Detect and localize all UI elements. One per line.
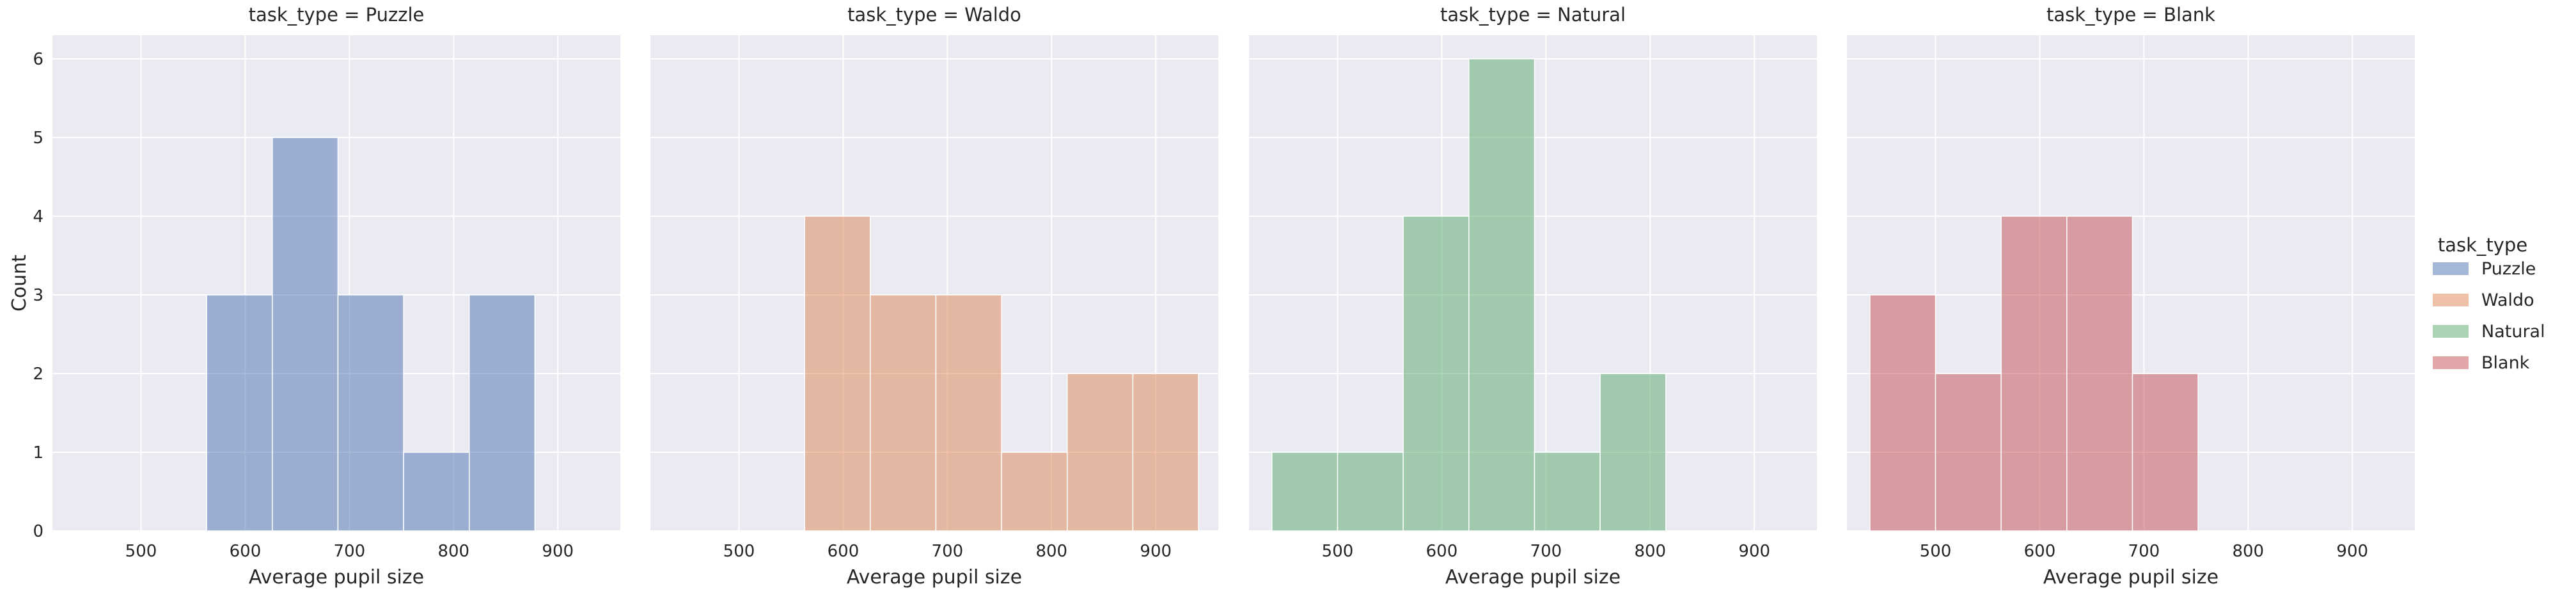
histogram-bar bbox=[1534, 452, 1601, 532]
x-tick-label: 900 bbox=[1140, 542, 1172, 561]
x-tick-label: 900 bbox=[542, 542, 574, 561]
x-tick-label: 700 bbox=[2128, 542, 2160, 561]
x-tick-label: 800 bbox=[1634, 542, 1666, 561]
x-tick-label: 800 bbox=[2232, 542, 2264, 561]
histogram-bar bbox=[1468, 58, 1535, 532]
x-tick-label: 700 bbox=[334, 542, 366, 561]
histogram-bar bbox=[1869, 294, 1936, 532]
y-tick-label: 5 bbox=[33, 129, 43, 148]
y-tick-label: 0 bbox=[33, 522, 43, 541]
histogram-bar bbox=[337, 294, 404, 532]
legend-item-natural: Natural bbox=[2433, 322, 2545, 342]
legend-label: Waldo bbox=[2481, 290, 2534, 310]
histogram-bar bbox=[1271, 452, 1339, 532]
legend-swatch bbox=[2433, 325, 2469, 338]
y-tick-label: 6 bbox=[33, 50, 43, 69]
y-axis-label: Count bbox=[8, 255, 31, 312]
histogram-bar bbox=[935, 294, 1002, 532]
y-tick-label: 2 bbox=[33, 365, 43, 384]
histogram-bar bbox=[1066, 373, 1134, 532]
histogram-bar bbox=[468, 294, 536, 532]
facet-title: task_type = Puzzle bbox=[249, 4, 425, 26]
x-tick-label: 600 bbox=[230, 542, 262, 561]
legend-item-puzzle: Puzzle bbox=[2433, 259, 2536, 279]
x-tick-label: 700 bbox=[932, 542, 964, 561]
legend: task_type Puzzle Waldo Natural Blank bbox=[2433, 234, 2545, 373]
facet-title: task_type = Blank bbox=[2046, 4, 2215, 26]
legend-swatch bbox=[2433, 356, 2469, 369]
x-tick-label: 700 bbox=[1530, 542, 1562, 561]
facet-panels: task_type = Puzzle 500 600 700 800 900 Average… bbox=[8, 4, 2415, 589]
histogram-bar bbox=[870, 294, 937, 532]
x-axis-label: Average pupil size bbox=[2043, 566, 2219, 589]
facet-title: task_type = Waldo bbox=[847, 4, 1021, 26]
y-tick-label: 1 bbox=[33, 443, 43, 463]
histogram-bar bbox=[272, 137, 339, 532]
histogram-bar bbox=[1001, 452, 1068, 532]
facet-title: task_type = Natural bbox=[1440, 4, 1626, 26]
histogram-bar bbox=[2000, 216, 2068, 532]
x-tick-label: 600 bbox=[1426, 542, 1458, 561]
histogram-bar bbox=[1337, 452, 1404, 532]
legend-label: Natural bbox=[2481, 322, 2545, 342]
x-tick-label: 500 bbox=[125, 542, 157, 561]
legend-swatch bbox=[2433, 294, 2469, 306]
facet-panel-waldo: task_type = Waldo 500 600 700 800 900 Average … bbox=[650, 4, 1218, 589]
histogram-bar bbox=[804, 216, 871, 532]
facet-panel-natural: task_type = Natural 500 600 700 800 900 Averag… bbox=[1249, 4, 1817, 589]
x-tick-label: 500 bbox=[1322, 542, 1354, 561]
facet-panel-puzzle: task_type = Puzzle 500 600 700 800 900 Average… bbox=[8, 4, 620, 589]
facet-panel-blank: task_type = Blank 500 600 700 800 900 Average … bbox=[1847, 4, 2415, 589]
x-tick-label: 800 bbox=[1035, 542, 1067, 561]
histogram-bar bbox=[1402, 216, 1470, 532]
histogram-bar bbox=[2066, 216, 2133, 532]
legend-title: task_type bbox=[2438, 234, 2527, 256]
legend-swatch bbox=[2433, 262, 2469, 275]
y-tick-label: 3 bbox=[33, 286, 43, 305]
x-axis-label: Average pupil size bbox=[1445, 566, 1621, 589]
histogram-bar bbox=[1599, 373, 1667, 532]
x-tick-label: 500 bbox=[1920, 542, 1952, 561]
legend-label: Blank bbox=[2481, 353, 2530, 373]
histogram-bar bbox=[206, 294, 273, 532]
y-tick-label: 4 bbox=[33, 207, 43, 226]
legend-item-blank: Blank bbox=[2433, 353, 2530, 373]
legend-label: Puzzle bbox=[2481, 259, 2536, 279]
legend-item-waldo: Waldo bbox=[2433, 290, 2534, 310]
x-tick-label: 900 bbox=[1738, 542, 1770, 561]
histogram-bar bbox=[403, 452, 470, 532]
x-axis-label: Average pupil size bbox=[847, 566, 1022, 589]
x-tick-label: 600 bbox=[2024, 542, 2056, 561]
x-tick-label: 500 bbox=[723, 542, 755, 561]
histogram-bar bbox=[2132, 373, 2199, 532]
histogram-bar bbox=[1132, 373, 1199, 532]
histogram-bar bbox=[1935, 373, 2002, 532]
x-tick-label: 600 bbox=[828, 542, 860, 561]
x-tick-label: 900 bbox=[2336, 542, 2368, 561]
x-tick-label: 800 bbox=[437, 542, 469, 561]
x-axis-label: Average pupil size bbox=[249, 566, 424, 589]
